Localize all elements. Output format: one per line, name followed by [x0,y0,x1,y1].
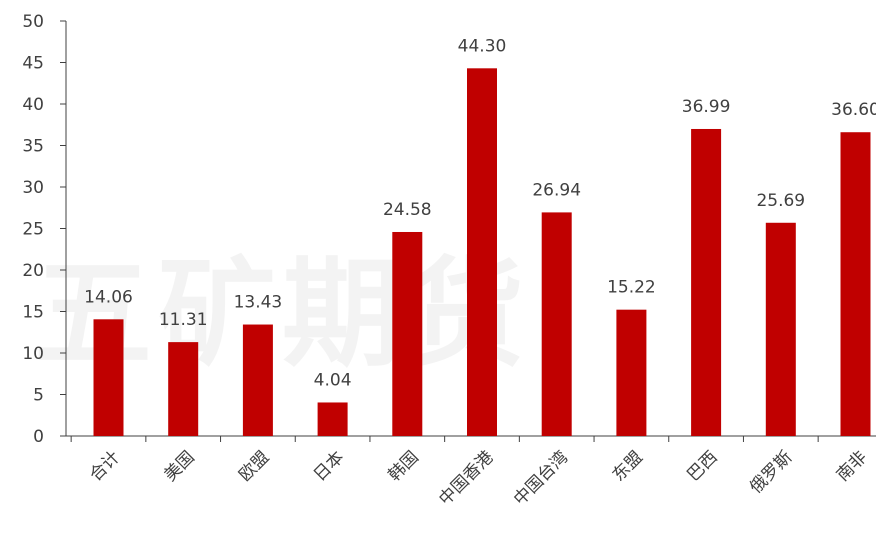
data-label: 11.31 [159,310,208,330]
category-label: 巴西 [683,447,721,485]
y-tick-label: 45 [22,54,44,74]
category-label: 中国台湾 [510,447,572,509]
y-tick-label: 30 [22,178,44,198]
category-labels: 合计 美国 欧盟 日本 韩国 中国香港 中国台湾 东盟 巴西 俄罗斯 南非 [86,447,871,509]
bar [168,342,199,436]
category-label: 美国 [161,447,199,485]
data-label: 13.43 [234,293,283,313]
bar [467,68,497,436]
bar [317,402,348,436]
y-tick-label: 35 [22,137,44,157]
category-label: 南非 [833,447,871,485]
bar [541,212,572,436]
data-label: 44.30 [458,36,507,56]
category-label: 中国香港 [435,447,497,509]
data-label: 26.94 [532,180,581,200]
data-label: 25.69 [756,191,805,211]
data-label: 15.22 [607,278,656,298]
category-label: 日本 [310,447,348,485]
bar [765,222,796,436]
data-labels: 14.06 11.31 13.43 4.04 24.58 44.30 26.94 15.22 3… [84,36,876,390]
category-label: 合计 [86,447,124,485]
data-label: 4.04 [314,370,352,390]
y-tick-label: 40 [22,95,44,115]
y-tick-label: 5 [33,386,44,406]
category-label: 韩国 [385,447,423,485]
category-label: 东盟 [609,447,647,485]
category-label: 俄罗斯 [746,447,796,497]
y-tick-label: 0 [33,427,44,447]
data-label: 36.60 [831,100,876,120]
y-tick-label: 25 [22,220,44,240]
y-tick-label: 20 [22,261,44,281]
y-tick-label: 50 [22,12,44,32]
bar [392,231,423,436]
bar [840,132,871,436]
bar [93,319,124,436]
data-label: 24.58 [383,200,432,220]
bar [691,128,722,436]
data-label: 36.99 [682,97,731,117]
bars [93,68,871,436]
data-label: 14.06 [84,287,133,307]
y-tick-label: 10 [22,344,44,364]
category-label: 欧盟 [235,447,273,485]
y-tick-label: 15 [22,303,44,323]
bar [242,324,273,436]
bar [616,309,647,436]
